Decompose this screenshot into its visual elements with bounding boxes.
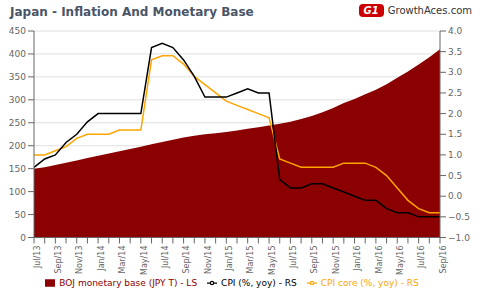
svg-text:1.0: 1.0 <box>448 150 463 160</box>
svg-text:May/14: May/14 <box>140 246 149 275</box>
svg-text:Sep/13: Sep/13 <box>54 246 63 274</box>
svg-text:2.5: 2.5 <box>448 88 462 98</box>
svg-text:May/16: May/16 <box>396 246 405 275</box>
svg-text:350: 350 <box>9 72 26 82</box>
html-text:GrowthAces.com: GrowthAces.com <box>387 5 472 16</box>
svg-text:Jan/14: Jan/14 <box>97 246 106 272</box>
svg-text:Nov/15: Nov/15 <box>332 246 341 275</box>
svg-text:50: 50 <box>15 210 27 220</box>
svg-text:3.0: 3.0 <box>448 67 463 77</box>
html-text:Japan - Inflation And Monetary: Japan - Inflation And Monetary Base <box>10 5 254 19</box>
svg-text:4.0: 4.0 <box>448 26 463 36</box>
svg-text:0.0: 0.0 <box>448 191 463 201</box>
html-text:G1: G1 <box>363 5 379 16</box>
svg-text:−1.0: −1.0 <box>448 233 470 243</box>
svg-text:Jul/13: Jul/13 <box>33 246 42 270</box>
html-text:CPI core (%, yoy) - RS: CPI core (%, yoy) - RS <box>320 277 419 288</box>
svg-text:450: 450 <box>9 26 26 36</box>
svg-text:Mar/15: Mar/15 <box>246 246 255 274</box>
svg-text:−0.5: −0.5 <box>448 212 470 222</box>
html-text:CPI (%, yoy) - RS: CPI (%, yoy) - RS <box>221 277 297 288</box>
svg-text:Nov/14: Nov/14 <box>204 246 213 275</box>
svg-text:150: 150 <box>9 164 26 174</box>
svg-text:May/15: May/15 <box>268 246 277 275</box>
html-text:BOJ monetary base (JPY T) - LS: BOJ monetary base (JPY T) - LS <box>59 277 198 288</box>
svg-text:Jul/14: Jul/14 <box>161 246 170 270</box>
svg-text:250: 250 <box>9 118 26 128</box>
svg-text:Sep/16: Sep/16 <box>439 246 448 274</box>
svg-text:Mar/16: Mar/16 <box>375 246 384 274</box>
svg-text:1.5: 1.5 <box>448 129 462 139</box>
svg-text:0.5: 0.5 <box>448 171 462 181</box>
svg-text:0: 0 <box>20 233 26 243</box>
svg-text:Sep/15: Sep/15 <box>310 246 319 274</box>
svg-text:2.0: 2.0 <box>448 109 463 119</box>
svg-text:400: 400 <box>9 49 26 59</box>
svg-text:300: 300 <box>9 95 26 105</box>
svg-text:Nov/13: Nov/13 <box>75 246 84 275</box>
svg-text:Jan/15: Jan/15 <box>225 246 234 272</box>
svg-text:3.5: 3.5 <box>448 47 462 57</box>
svg-text:Jan/16: Jan/16 <box>353 246 362 272</box>
svg-text:200: 200 <box>9 141 26 151</box>
svg-text:Jul/15: Jul/15 <box>289 246 298 270</box>
svg-text:Mar/14: Mar/14 <box>118 246 127 274</box>
svg-text:100: 100 <box>9 187 26 197</box>
svg-text:Sep/14: Sep/14 <box>182 246 191 274</box>
svg-text:Jul/16: Jul/16 <box>417 246 426 270</box>
